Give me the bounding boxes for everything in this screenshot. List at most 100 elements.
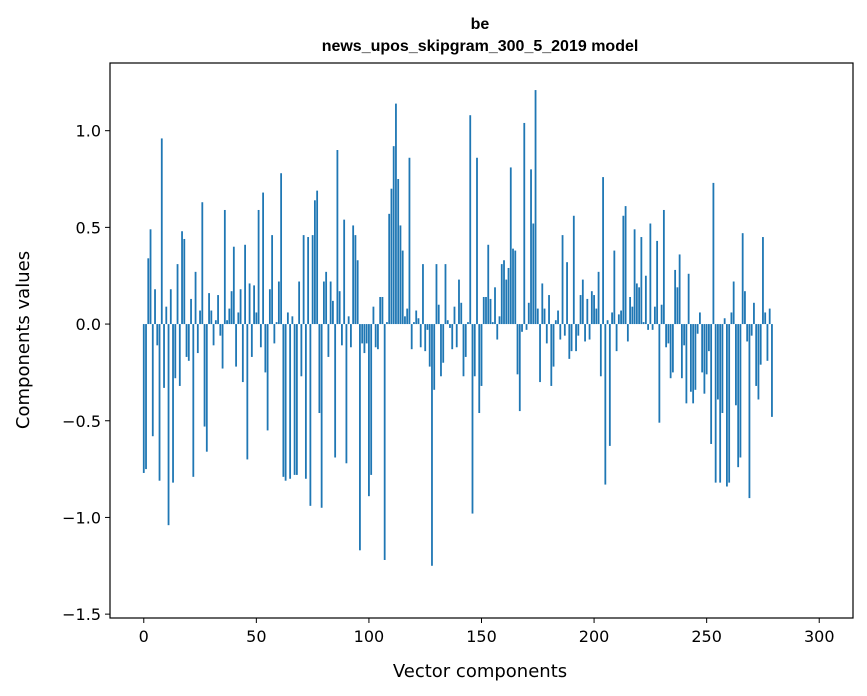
bar-152 (485, 296, 487, 325)
bar-117 (406, 308, 409, 325)
bar-66 (291, 316, 294, 325)
bar-92 (350, 324, 352, 348)
bar-112 (395, 103, 397, 325)
y-tick-label-2: −0.5 (62, 412, 101, 431)
bar-62 (282, 324, 285, 477)
bar-228 (656, 240, 659, 325)
bar-176 (539, 324, 541, 383)
bar-273 (757, 324, 760, 400)
bar-202 (597, 271, 600, 325)
bar-37 (226, 320, 228, 325)
bar-12 (169, 289, 172, 325)
x-tick-label-6: 300 (804, 627, 835, 646)
bar-230 (660, 304, 663, 325)
bar-249 (703, 324, 706, 394)
bar-73 (307, 237, 310, 325)
y-ticks: −1.5 −1.0 −0.5 0.0 0.5 1.0 (62, 122, 110, 624)
bar-75 (311, 235, 314, 325)
x-ticks: 0 50 100 150 200 250 300 (139, 618, 835, 646)
bar-215 (626, 324, 629, 342)
bar-114 (399, 225, 402, 325)
bar-47 (248, 283, 251, 325)
bar-103 (374, 324, 377, 348)
bar-25 (199, 310, 201, 325)
bar-53 (262, 192, 264, 325)
bar-181 (550, 324, 553, 386)
bar-16 (178, 324, 181, 386)
bar-32 (214, 320, 217, 325)
bar-94 (354, 235, 357, 325)
bar-107 (383, 324, 386, 560)
bar-104 (377, 324, 379, 350)
x-tick-label-1: 50 (246, 627, 266, 646)
bar-19 (185, 324, 188, 357)
bar-50 (255, 312, 258, 325)
bar-24 (196, 324, 199, 354)
bar-108 (386, 322, 388, 325)
bar-123 (419, 324, 422, 348)
bar-269 (748, 324, 751, 499)
bar-148 (476, 157, 478, 325)
bar-115 (401, 250, 404, 325)
bar-177 (541, 283, 544, 325)
bar-28 (205, 324, 208, 452)
bar-31 (212, 324, 215, 346)
bar-255 (717, 324, 719, 400)
bar-158 (498, 316, 501, 325)
bar-271 (753, 302, 755, 325)
bar-211 (617, 314, 620, 325)
bar-95 (356, 260, 359, 325)
bar-109 (388, 213, 391, 325)
x-tick-label-5: 250 (691, 627, 722, 646)
bar-147 (473, 324, 476, 377)
bar-120 (413, 322, 415, 325)
y-tick-label-1: −1.0 (62, 508, 101, 527)
bar-157 (496, 324, 499, 340)
bar-210 (615, 324, 618, 352)
bar-138 (453, 306, 456, 325)
bar-116 (404, 316, 406, 325)
bar-204 (602, 177, 604, 325)
bar-201 (595, 308, 598, 325)
bar-39 (230, 291, 233, 325)
bar-218 (633, 229, 636, 325)
bar-79 (320, 324, 323, 508)
bar-124 (422, 264, 424, 325)
bar-86 (336, 150, 339, 325)
bar-110 (390, 188, 393, 325)
bar-35 (221, 324, 224, 369)
bar-270 (750, 324, 753, 336)
bar-251 (708, 324, 710, 352)
bar-132 (440, 324, 442, 377)
bar-90 (345, 324, 348, 464)
bar-159 (500, 264, 503, 325)
bar-85 (334, 324, 337, 458)
bar-182 (552, 324, 555, 367)
y-tick-label-4: 0.5 (76, 218, 101, 237)
bar-222 (642, 322, 645, 325)
bar-143 (464, 324, 467, 357)
bar-180 (548, 295, 550, 325)
bar-272 (755, 324, 758, 386)
bar-57 (271, 235, 274, 325)
bar-239 (680, 324, 683, 379)
bar-217 (631, 306, 634, 325)
bar-243 (689, 324, 692, 392)
bar-156 (494, 287, 496, 325)
bar-161 (505, 279, 508, 325)
bar-49 (253, 285, 255, 325)
bar-254 (714, 324, 717, 483)
bar-268 (746, 324, 749, 342)
bar-221 (640, 237, 643, 325)
bar-34 (219, 324, 222, 336)
bar-72 (304, 324, 307, 479)
x-tick-label-2: 100 (354, 627, 385, 646)
bar-88 (341, 324, 343, 346)
bar-194 (579, 295, 582, 325)
bar-67 (293, 324, 296, 475)
bars-group (142, 90, 773, 566)
bar-188 (566, 262, 568, 325)
bar-166 (516, 324, 519, 375)
bar-76 (313, 200, 316, 325)
